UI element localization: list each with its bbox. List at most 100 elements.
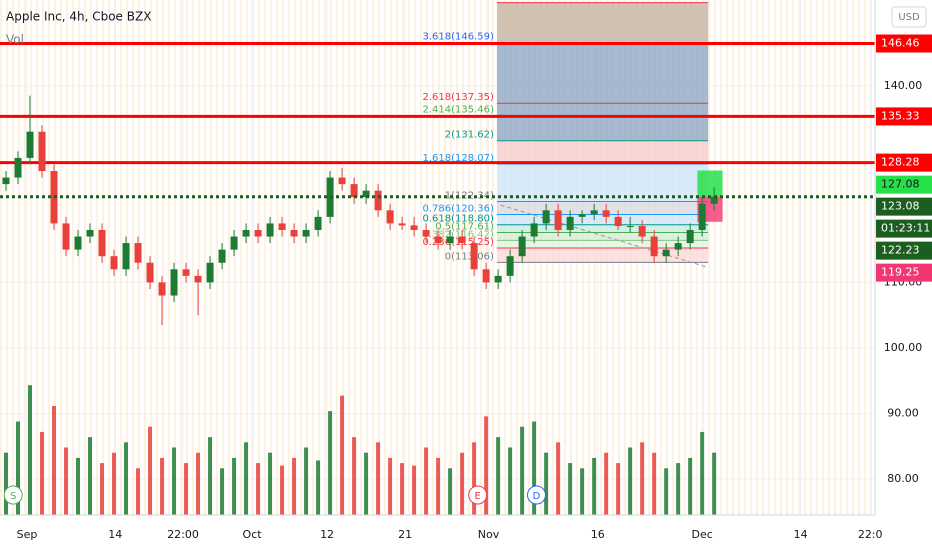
price-label: 128.28 [881, 156, 920, 169]
countdown: 01:23:11 [881, 222, 930, 235]
fib-band [496, 232, 709, 241]
candle-body [110, 256, 118, 270]
y-tick-label: 100.00 [884, 341, 923, 354]
candle-body [590, 210, 598, 215]
candle-body [170, 269, 178, 296]
candle-body [482, 269, 490, 283]
fib-label: 1.618(128.07) [422, 153, 494, 164]
fib-label: 0.786(120.36) [422, 204, 494, 215]
x-tick-label: 12 [320, 528, 334, 541]
session-background [0, 0, 875, 515]
volume-bar [568, 463, 573, 515]
volume-bar [532, 421, 537, 515]
volume-bar [52, 405, 57, 515]
candle-body [554, 210, 562, 230]
volume-bar [604, 452, 609, 515]
fib-label: 0(113.06) [445, 251, 494, 262]
candle-body [674, 243, 682, 250]
price-label: 146.46 [881, 37, 920, 50]
price-label-box [876, 175, 932, 194]
candle-body [290, 229, 298, 237]
candle-body [446, 236, 454, 244]
candle-body [230, 236, 238, 250]
candle-body [194, 275, 202, 283]
x-tick-label: Dec [692, 528, 713, 541]
volume-bar [28, 385, 33, 515]
candle-body [698, 203, 706, 230]
volume-bar [424, 447, 429, 515]
x-tick-label: 16 [591, 528, 605, 541]
x-tick-label: 21 [398, 528, 412, 541]
volume-bar [508, 447, 513, 515]
event-label: S [10, 491, 16, 502]
candle-body [362, 190, 370, 198]
candle-body [338, 177, 346, 185]
volume-bar [640, 442, 645, 515]
volume-bar [100, 463, 105, 515]
volume-bar [112, 452, 117, 515]
candle-body [302, 229, 310, 237]
volume-bar [436, 457, 441, 515]
volume-bar [580, 468, 585, 515]
candle-body [626, 226, 634, 228]
candle-body [650, 236, 658, 257]
x-tick-label: 14 [108, 528, 122, 541]
candle-body [458, 236, 466, 244]
price-label: 119.25 [881, 266, 920, 279]
candle-body [638, 226, 646, 237]
volume-bar [364, 452, 369, 515]
candle-body [350, 184, 358, 198]
x-tick-label: Sep [17, 528, 38, 541]
y-tick-label: 140.00 [884, 79, 923, 92]
candle-body [38, 131, 46, 172]
price-label: 122.23 [881, 244, 920, 257]
fib-band [496, 42, 709, 104]
candle-body [422, 229, 430, 237]
y-tick-label: 80.00 [887, 472, 919, 485]
volume-bar [244, 442, 249, 515]
fib-label: 0.382(116.42) [422, 229, 494, 240]
candle-body [26, 131, 34, 158]
volume-bar [220, 468, 225, 515]
price-label-box [876, 153, 932, 172]
volume-bar [616, 463, 621, 515]
fib-label: 2.414(135.46) [422, 105, 494, 116]
fib-label: 3.618(146.59) [422, 32, 494, 43]
candle-body [2, 177, 10, 185]
volume-bar [352, 437, 357, 515]
fib-band [496, 214, 709, 225]
candle-body [206, 262, 214, 283]
candle-body [710, 196, 718, 204]
currency-box [891, 6, 927, 28]
volume-bar [412, 465, 417, 515]
volume-bar [688, 457, 693, 515]
candle-body [62, 223, 70, 250]
candle-body [266, 223, 274, 237]
candle-body [14, 157, 22, 178]
volume-bar [88, 437, 93, 515]
x-tick-label: Oct [243, 528, 263, 541]
volume-bar [148, 426, 153, 515]
volume-bar [544, 452, 549, 515]
event-label: D [533, 491, 541, 502]
volume-bar [340, 395, 345, 515]
candle-body [686, 229, 694, 244]
candle-body [506, 256, 514, 276]
candle-body [278, 223, 286, 230]
candle-body [374, 190, 382, 211]
candle-body [494, 275, 502, 283]
price-label-box [876, 241, 932, 260]
fib-label: 2(131.62) [445, 130, 494, 141]
chart-title: Apple Inc, 4h, Cboe BZX [6, 10, 151, 24]
volume-bar [316, 460, 321, 515]
x-tick-label: 14 [794, 528, 808, 541]
candle-body [182, 269, 190, 276]
volume-bar [700, 431, 705, 515]
volume-title: Vol [6, 33, 24, 47]
volume-bar [592, 457, 597, 515]
position-target [697, 170, 723, 197]
event-label: E [475, 491, 481, 502]
volume-bar [652, 452, 657, 515]
volume-bar [628, 447, 633, 515]
